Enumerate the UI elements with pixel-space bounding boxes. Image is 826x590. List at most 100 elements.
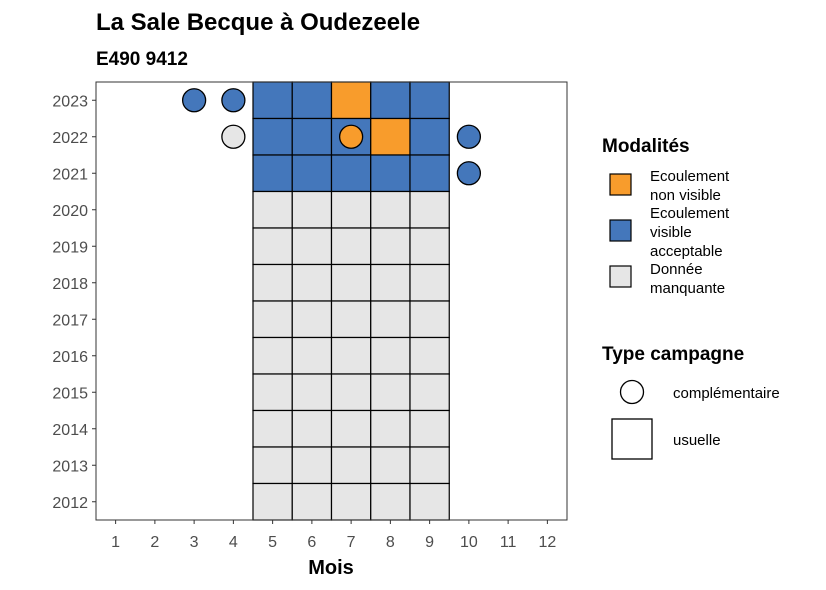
tile-2018-6	[291, 263, 333, 302]
point-2023-4	[221, 88, 246, 113]
legend-key-1	[609, 219, 632, 242]
tile-2013-7	[330, 446, 372, 485]
tile-2022-6	[291, 117, 333, 156]
tile-2014-8	[370, 409, 411, 448]
legend-label-2-1: manquante	[650, 280, 725, 297]
legend-key-2	[609, 265, 632, 288]
tile-2020-7	[330, 190, 372, 229]
tile-2023-8	[370, 81, 411, 120]
tile-2020-8	[370, 190, 411, 229]
y-tick-label-2016: 2016	[52, 349, 88, 366]
tile-2012-8	[370, 482, 411, 521]
y-tick-label-2023: 2023	[52, 93, 88, 110]
usuelle-tiles	[252, 81, 450, 521]
y-tick-label-2012: 2012	[52, 495, 88, 512]
legend-label-1-2: acceptable	[650, 243, 723, 260]
tile-2021-9	[409, 154, 450, 193]
x-tick-label-9: 9	[425, 534, 434, 551]
tile-2014-5	[252, 409, 293, 448]
tile-2014-6	[291, 409, 333, 448]
complementaire-points	[181, 88, 482, 186]
legend-key-0	[609, 173, 632, 196]
tile-2017-5	[252, 300, 293, 339]
legend-campagne: complémentaire usuelle	[611, 379, 780, 460]
plot-panel-border	[95, 81, 568, 521]
x-tick-label-1: 1	[111, 534, 120, 551]
x-tick-label-11: 11	[500, 534, 517, 551]
y-tick-label-2021: 2021	[52, 166, 88, 183]
tile-2016-8	[370, 336, 411, 375]
y-axis: 2012 2013 2014 2015 2016 2017 2018 2019 2020 2021…	[52, 93, 96, 512]
y-tick-label-2013: 2013	[52, 458, 88, 475]
legend-label-0-0: Ecoulement	[650, 168, 730, 185]
tile-2022-5	[252, 117, 293, 156]
x-tick-label-6: 6	[307, 534, 316, 551]
legend-modalites-title: Modalités	[602, 136, 690, 157]
tile-2017-7	[330, 300, 372, 339]
x-axis: 1 2 3 4 5 6 7 8 9 10 11 12	[111, 520, 556, 551]
tile-2017-6	[291, 300, 333, 339]
chart-title: La Sale Becque à Oudezeele	[96, 9, 420, 36]
legend-campagne-label-1: usuelle	[673, 432, 721, 449]
x-tick-label-7: 7	[347, 534, 356, 551]
y-tick-label-2020: 2020	[52, 203, 88, 220]
tile-2012-9	[409, 482, 450, 521]
x-tick-label-4: 4	[229, 534, 238, 551]
legend-label-1-1: visible	[650, 224, 692, 241]
tile-2021-6	[291, 154, 333, 193]
x-tick-label-10: 10	[460, 534, 478, 551]
legend-circle-key	[619, 379, 645, 405]
tile-2021-8	[370, 154, 411, 193]
y-tick-label-2014: 2014	[52, 422, 88, 439]
tile-2022-9	[409, 117, 450, 156]
tile-2013-9	[409, 446, 450, 485]
tile-2013-6	[291, 446, 333, 485]
tile-2023-6	[291, 81, 333, 120]
tile-2019-9	[409, 227, 450, 266]
tile-2016-9	[409, 336, 450, 375]
y-tick-label-2017: 2017	[52, 312, 88, 329]
tile-2019-7	[330, 227, 372, 266]
x-tick-label-2: 2	[150, 534, 159, 551]
point-2022-10	[456, 124, 482, 149]
tile-2015-9	[409, 373, 450, 412]
tile-2012-5	[252, 482, 293, 521]
tile-2014-9	[409, 409, 450, 448]
x-tick-label-8: 8	[386, 534, 395, 551]
tile-2023-7	[330, 81, 372, 120]
tile-2013-5	[252, 446, 293, 485]
point-2022-4	[221, 124, 246, 149]
tile-2020-5	[252, 190, 293, 229]
point-2022-7	[338, 124, 364, 149]
tile-2016-6	[291, 336, 333, 375]
tile-2018-9	[409, 263, 450, 302]
x-axis-title: Mois	[308, 557, 354, 579]
tile-2023-5	[252, 81, 293, 120]
y-tick-label-2015: 2015	[52, 385, 88, 402]
legend-square-key	[611, 418, 653, 460]
tile-2013-8	[370, 446, 411, 485]
tile-2019-8	[370, 227, 411, 266]
tile-2014-7	[330, 409, 372, 448]
point-2023-3	[181, 88, 207, 113]
y-tick-label-2019: 2019	[52, 239, 88, 256]
tile-2019-5	[252, 227, 293, 266]
legend-campagne-label-0: complémentaire	[673, 385, 780, 402]
tile-2019-6	[291, 227, 333, 266]
tile-2015-8	[370, 373, 411, 412]
tile-2018-5	[252, 263, 293, 302]
y-tick-label-2018: 2018	[52, 276, 88, 293]
y-tick-label-2022: 2022	[52, 130, 88, 147]
tile-2015-7	[330, 373, 372, 412]
tile-2022-8	[370, 117, 411, 156]
tile-2017-9	[409, 300, 450, 339]
tile-2015-5	[252, 373, 293, 412]
chart-subtitle: E490 9412	[96, 49, 188, 70]
tile-2020-6	[291, 190, 333, 229]
tile-2021-7	[330, 154, 372, 193]
tile-2018-8	[370, 263, 411, 302]
tile-2016-5	[252, 336, 293, 375]
tile-2016-7	[330, 336, 372, 375]
